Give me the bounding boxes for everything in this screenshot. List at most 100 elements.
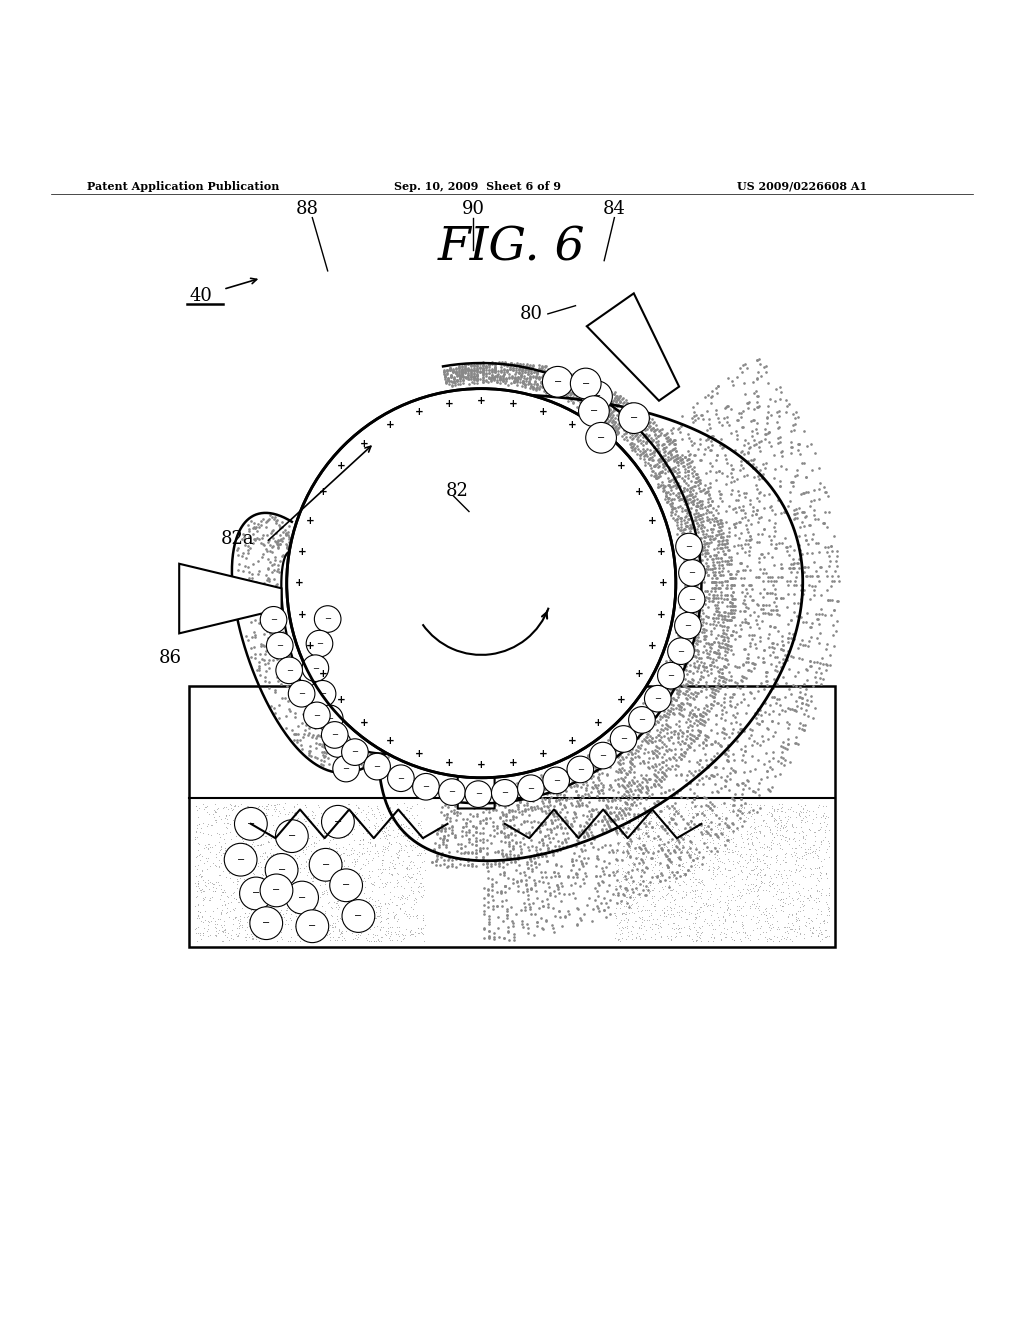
Point [735, 855, 752, 876]
Point [410, 825, 426, 846]
Point [364, 912, 380, 933]
Point [686, 825, 702, 846]
Point [337, 894, 353, 915]
Point [795, 826, 811, 847]
Point [258, 822, 274, 843]
Point [335, 814, 351, 836]
Point [626, 804, 642, 825]
Point [208, 920, 224, 941]
Point [649, 890, 666, 911]
Point [732, 846, 749, 867]
Point [207, 834, 223, 855]
Point [244, 810, 260, 832]
Point [382, 882, 398, 903]
Point [821, 846, 838, 867]
Point [387, 921, 403, 942]
Circle shape [438, 779, 465, 805]
Point [674, 855, 690, 876]
Text: −: − [308, 921, 316, 931]
Point [733, 836, 750, 857]
Point [728, 803, 744, 824]
Point [367, 891, 383, 912]
Point [390, 840, 407, 861]
Point [714, 921, 730, 942]
Point [237, 894, 253, 915]
Point [364, 804, 380, 825]
Point [816, 911, 833, 932]
Point [365, 836, 381, 857]
Point [819, 830, 836, 851]
Point [812, 812, 828, 833]
Point [622, 895, 638, 916]
Point [211, 832, 227, 853]
Point [755, 902, 771, 923]
Point [397, 834, 414, 855]
Point [812, 912, 828, 933]
Point [262, 828, 279, 849]
Text: −: − [298, 892, 306, 903]
Point [274, 854, 291, 875]
Point [250, 834, 266, 855]
Point [670, 854, 686, 875]
Point [628, 824, 644, 845]
Point [345, 843, 361, 865]
Point [764, 805, 780, 826]
Point [274, 907, 291, 928]
Point [772, 888, 788, 909]
Point [297, 904, 313, 925]
Point [733, 931, 750, 952]
Point [203, 909, 219, 931]
Point [783, 814, 800, 836]
Point [774, 838, 791, 859]
Point [272, 927, 289, 948]
Point [764, 913, 780, 935]
Point [242, 829, 258, 850]
Circle shape [668, 638, 694, 664]
Point [700, 812, 717, 833]
Point [262, 908, 279, 929]
Point [306, 808, 323, 829]
Text: +: + [337, 461, 346, 471]
Point [187, 855, 204, 876]
Point [350, 903, 367, 924]
Point [683, 812, 699, 833]
Point [755, 921, 771, 942]
Point [242, 822, 258, 843]
Point [238, 927, 254, 948]
Point [719, 899, 735, 920]
Point [625, 916, 641, 937]
Point [615, 800, 632, 821]
Point [778, 867, 795, 888]
Point [263, 804, 280, 825]
Point [253, 814, 269, 836]
Point [698, 829, 715, 850]
Point [646, 884, 663, 906]
Point [284, 838, 300, 859]
Point [351, 846, 368, 867]
Point [345, 876, 361, 898]
Point [765, 916, 781, 937]
Point [805, 917, 821, 939]
Point [691, 916, 708, 937]
Point [780, 906, 797, 927]
Point [701, 843, 718, 865]
Point [608, 793, 625, 814]
Point [776, 916, 793, 937]
Point [647, 866, 664, 887]
Point [348, 795, 365, 816]
Point [264, 843, 281, 865]
Point [407, 894, 423, 915]
Point [768, 851, 784, 873]
Point [640, 873, 656, 894]
Point [761, 880, 777, 902]
Point [199, 816, 215, 837]
Point [717, 891, 733, 912]
Point [777, 865, 794, 886]
Point [202, 842, 218, 863]
Point [306, 855, 323, 876]
Point [790, 793, 806, 814]
Point [383, 863, 399, 884]
Point [228, 870, 245, 891]
Point [309, 916, 326, 937]
Point [355, 822, 372, 843]
